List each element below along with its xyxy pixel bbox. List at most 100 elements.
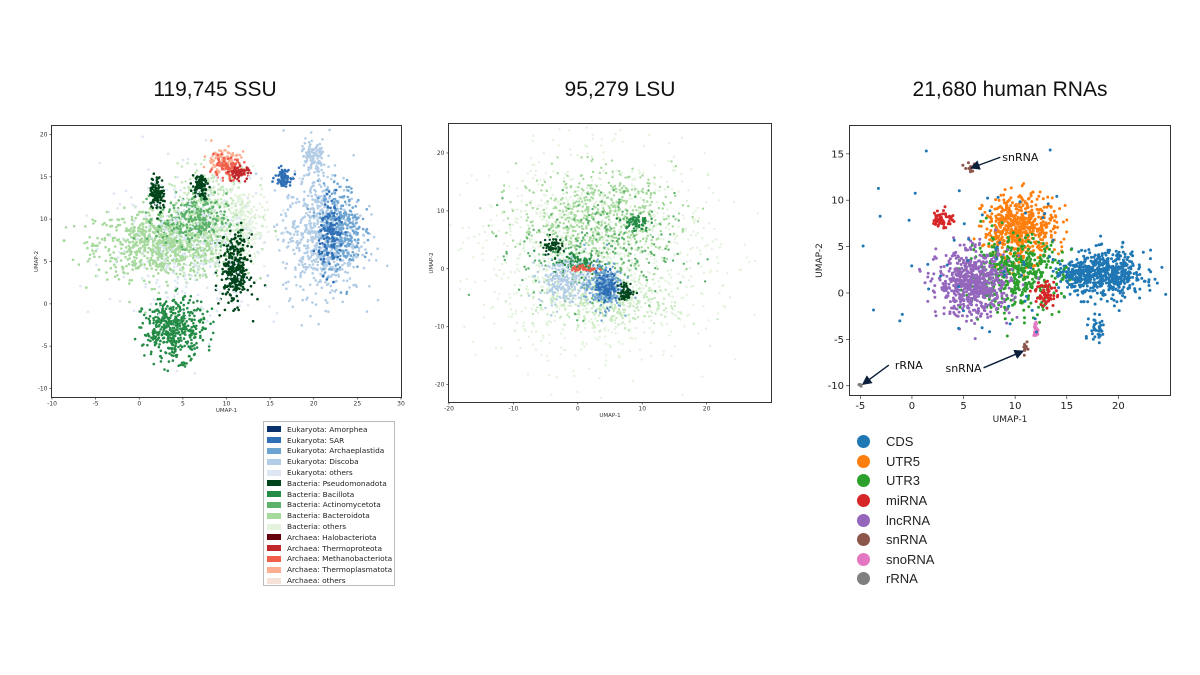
point: [285, 287, 288, 290]
point: [346, 237, 350, 241]
point: [218, 203, 222, 207]
point: [312, 276, 316, 280]
point: [322, 267, 325, 271]
point: [160, 261, 163, 264]
point: [344, 248, 348, 252]
point: [194, 185, 198, 189]
point: [321, 274, 325, 278]
point: [323, 245, 327, 248]
point: [293, 252, 296, 256]
point: [265, 201, 269, 204]
point: [179, 344, 182, 347]
point: [351, 222, 355, 226]
point: [155, 342, 158, 345]
point: [64, 226, 68, 229]
point: [144, 226, 148, 229]
point: [134, 262, 138, 265]
point: [229, 210, 232, 214]
point: [111, 239, 115, 242]
point: [315, 149, 319, 152]
point: [318, 183, 321, 186]
point: [201, 188, 205, 191]
point: [210, 260, 214, 263]
point: [103, 221, 106, 225]
point: [317, 239, 321, 242]
point: [180, 231, 184, 234]
point: [140, 258, 143, 262]
point: [368, 285, 371, 288]
point: [232, 154, 235, 157]
point: [208, 188, 211, 192]
point: [246, 288, 249, 292]
x-tick-label: 25: [354, 401, 362, 408]
point: [657, 189, 661, 193]
point: [147, 246, 150, 250]
point: [355, 200, 359, 204]
point: [153, 231, 156, 235]
point: [544, 194, 548, 197]
point: [163, 310, 166, 314]
point: [364, 230, 368, 233]
point: [215, 269, 219, 272]
point: [195, 346, 199, 349]
point: [336, 255, 340, 259]
point: [600, 144, 603, 147]
point: [201, 226, 204, 229]
point: [509, 296, 512, 300]
point: [183, 344, 186, 348]
point: [340, 221, 344, 224]
point: [195, 341, 198, 345]
point: [187, 234, 191, 237]
point: [598, 246, 601, 250]
x-tick-label: 0: [137, 401, 141, 408]
point: [199, 182, 203, 185]
point: [366, 238, 370, 242]
point: [293, 172, 297, 176]
point: [215, 309, 219, 313]
point: [697, 217, 701, 220]
point: [545, 354, 549, 358]
point: [130, 279, 134, 282]
point: [93, 219, 97, 223]
point: [170, 229, 174, 232]
point: [550, 393, 553, 396]
point: [338, 266, 342, 269]
point: [349, 234, 352, 237]
point: [201, 206, 204, 210]
point: [304, 224, 308, 228]
point: [300, 182, 303, 186]
point: [145, 237, 149, 240]
point: [240, 239, 244, 242]
point: [141, 225, 145, 228]
point: [169, 310, 172, 314]
point: [98, 241, 101, 245]
point: [173, 253, 177, 256]
point: [215, 274, 219, 278]
point: [230, 269, 234, 273]
point: [216, 203, 220, 207]
point: [209, 193, 212, 197]
point: [291, 226, 295, 229]
point: [243, 161, 246, 164]
point: [276, 182, 279, 185]
point: [166, 346, 170, 350]
point: [127, 262, 131, 266]
point: [224, 258, 228, 261]
point: [189, 273, 193, 277]
point: [237, 186, 240, 189]
point: [106, 278, 109, 281]
point: [307, 148, 311, 152]
point: [329, 230, 332, 233]
point: [247, 193, 251, 196]
point: [156, 297, 160, 301]
point: [153, 259, 157, 263]
point: [178, 254, 181, 258]
point: [151, 178, 155, 181]
point: [239, 221, 243, 225]
point: [548, 286, 551, 289]
point: [224, 232, 227, 236]
point: [111, 256, 114, 260]
point: [199, 201, 203, 204]
point: [243, 221, 246, 225]
point: [241, 193, 245, 196]
